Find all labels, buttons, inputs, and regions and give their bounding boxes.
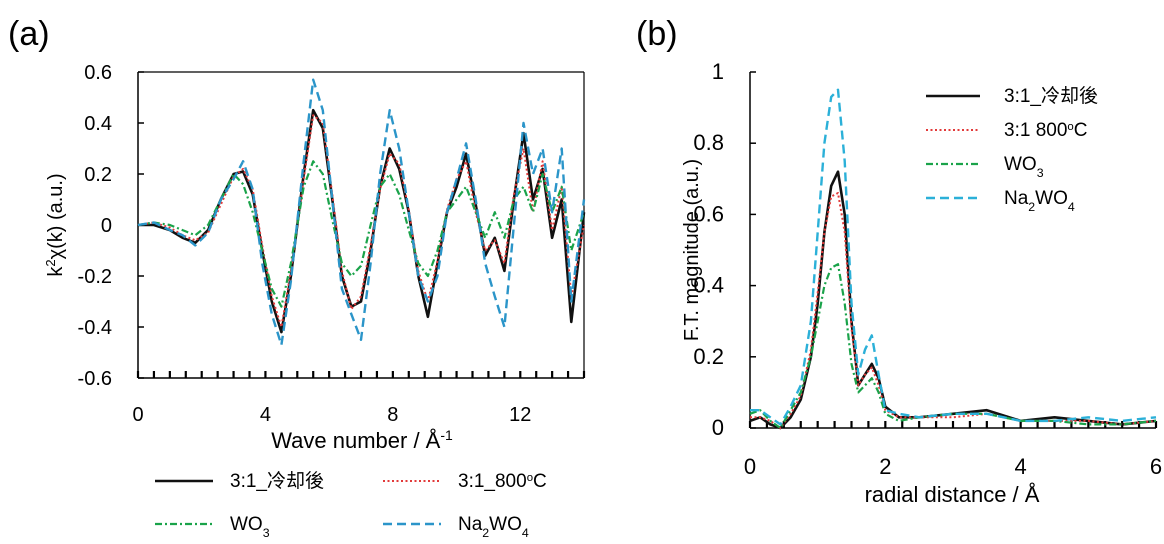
chart-b-y-axis-label: F.T. magnitude (a.u.) <box>681 159 703 341</box>
panel-label-a: (a) <box>8 15 50 53</box>
legend-item: Na2WO4 <box>926 188 1075 214</box>
y-tick-label: 0.2 <box>84 164 112 186</box>
y-tick-label: 0.4 <box>693 273 724 298</box>
chart-a-legend: 3:1_冷却後 3:1_800oC WO3 Na2WO4 <box>155 470 547 540</box>
series-line-1 <box>138 108 586 334</box>
chart-a-plot-area <box>137 78 586 347</box>
chart-b-axes: 1 0.8 0.6 0.4 0.2 00 2 4 6 <box>693 59 1162 479</box>
legend-label: Na2WO4 <box>458 514 529 540</box>
x-tick-label: 0 <box>132 404 143 426</box>
legend-item: 3:1_冷却後 <box>155 470 324 492</box>
legend-label: 3:1_冷却後 <box>230 470 324 492</box>
chart-a-axes: 0.6 0.4 0.2 0 -0.2 -0.4 -0.6 0 4 8 12 <box>78 62 586 426</box>
y-tick-label: 0.6 <box>693 201 724 226</box>
x-tick-label: 2 <box>879 454 891 479</box>
legend-item: Na2WO4 <box>383 514 529 540</box>
y-tick-label: 1 <box>712 59 724 84</box>
y-tick-label: 0 <box>712 415 724 440</box>
x-tick-label: 6 <box>1150 454 1162 479</box>
chart-a-y-axis-label: k2χ(k) (a.u.) <box>43 173 68 276</box>
legend-item: 3:1_800oC <box>383 471 547 492</box>
x-tick-label: 4 <box>260 404 271 426</box>
chart-b: (b) 1 0.8 0.6 0.4 0.2 00 2 4 6 F.T. magnitude (a… <box>636 15 1162 507</box>
legend-label: Na2WO4 <box>1004 188 1075 214</box>
y-tick-label: 0.2 <box>693 344 724 369</box>
legend-label: WO3 <box>230 514 270 540</box>
series-line-4 <box>137 78 586 347</box>
chart-a: (a) 0.6 0.4 0.2 0 -0.2 -0.4 -0.6 0 4 8 12 k2χ(k) (… <box>8 15 586 540</box>
x-tick-label: 8 <box>387 404 398 426</box>
y-tick-label: -0.2 <box>78 266 112 288</box>
chart-b-plot-area <box>749 88 1157 430</box>
series-line-4 <box>750 88 1157 426</box>
x-tick-label: 4 <box>1015 454 1027 479</box>
legend-item: WO3 <box>155 514 270 540</box>
y-tick-label: 0.6 <box>84 62 112 84</box>
legend-item: 3:1_冷却後 <box>926 85 1098 107</box>
chart-b-x-axis-label: radial distance / Å <box>865 482 1040 507</box>
series-line-2 <box>750 192 1157 429</box>
legend-item: WO3 <box>926 154 1044 180</box>
x-tick-label: 12 <box>509 404 531 426</box>
legend-label: 3:1_冷却後 <box>1004 85 1098 107</box>
legend-label: 3:1 800oC <box>1004 120 1087 141</box>
y-tick-label: 0 <box>101 215 112 237</box>
x-tick-label: 0 <box>744 454 756 479</box>
legend-item: 3:1 800oC <box>926 120 1087 141</box>
y-tick-label: -0.4 <box>78 317 112 339</box>
y-tick-label: 0.4 <box>84 113 112 135</box>
legend-label: 3:1_800oC <box>458 471 547 492</box>
legend-label: WO3 <box>1004 154 1044 180</box>
chart-b-legend: 3:1_冷却後 3:1 800oC WO3 Na2WO4 <box>926 85 1098 214</box>
y-tick-label: -0.6 <box>78 368 112 390</box>
chart-a-x-axis-label: Wave number / Å-1 <box>271 427 453 453</box>
series-line-3 <box>749 263 1157 430</box>
series-line-1 <box>749 170 1157 430</box>
y-tick-label: 0.8 <box>693 130 724 155</box>
panel-label-b: (b) <box>636 15 678 53</box>
